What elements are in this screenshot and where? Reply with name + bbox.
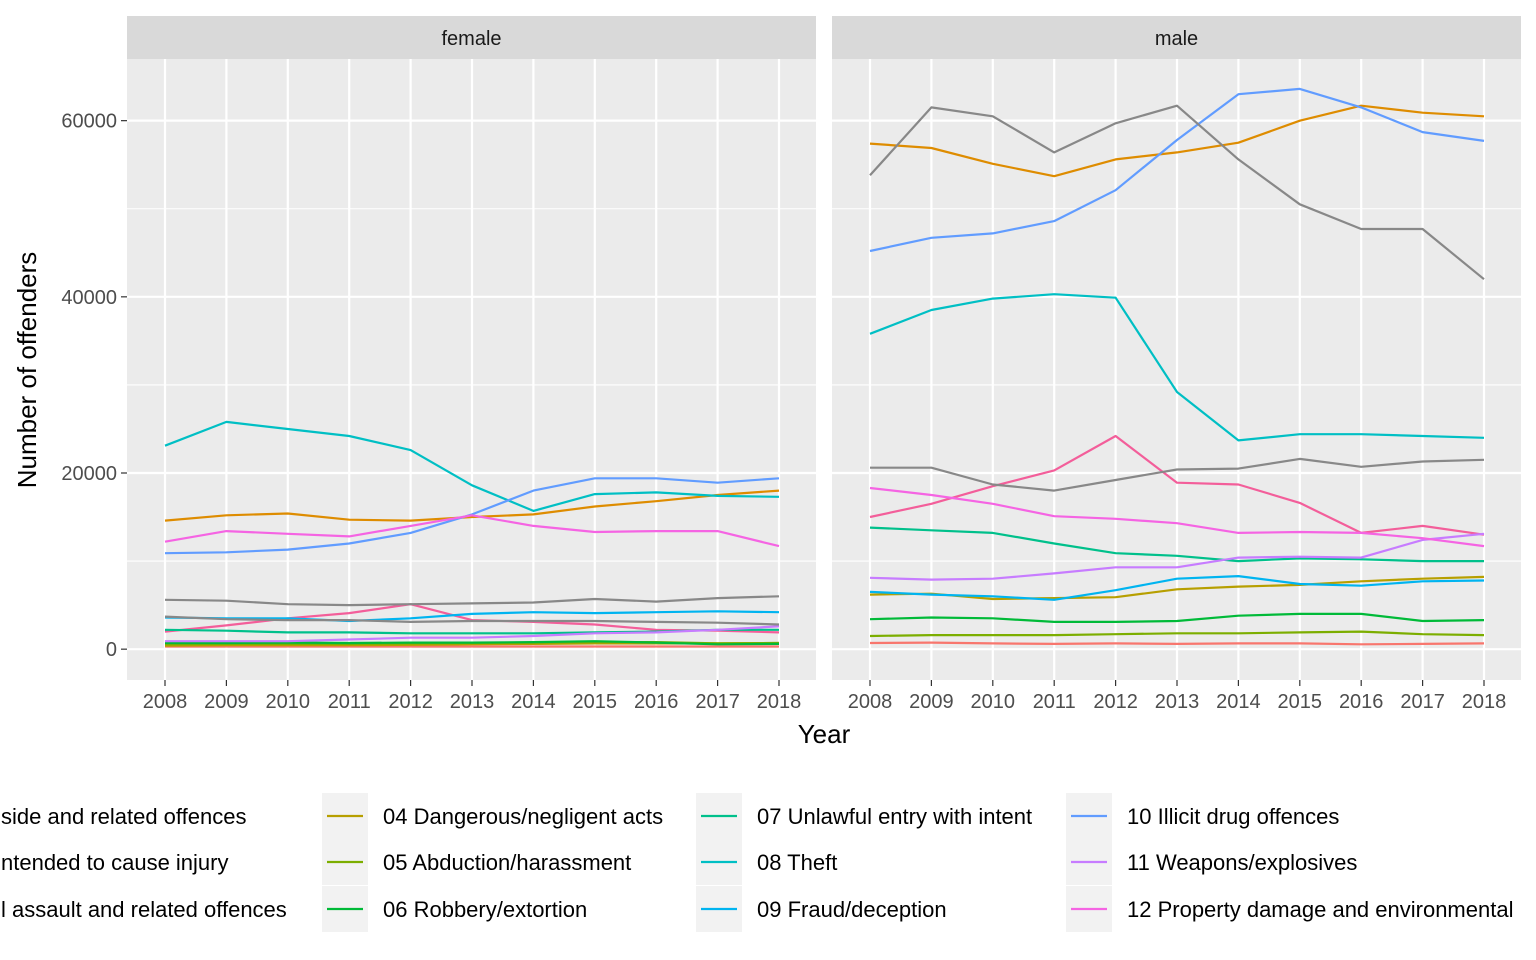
- series-line-12: [164, 514, 780, 548]
- facet-label-male: male: [1155, 28, 1198, 50]
- series-line-6: [869, 612, 1485, 624]
- series-line-11: [869, 532, 1485, 581]
- x-tick-label: 2008: [143, 691, 188, 713]
- legend-label: 08 Theft: [757, 850, 837, 875]
- x-tick-label: 2012: [388, 691, 433, 713]
- x-tick-label: 2017: [1400, 691, 1445, 713]
- y-axis-title: Number of offenders: [12, 252, 42, 489]
- legend-label: 10 Illicit drug offences: [1127, 804, 1339, 829]
- series-line-8: [164, 420, 780, 512]
- legend-label: 12 Property damage and environmental: [1127, 897, 1513, 922]
- legend-label: side and related offences: [1, 804, 246, 829]
- series-line-3: [164, 489, 780, 522]
- y-tick-label: 40000: [61, 287, 117, 309]
- x-axis-male: 2008 2009 2010 2011 2012 2013 2014 2015 2016 2017…: [848, 680, 1507, 713]
- x-tick-label: 2015: [1278, 691, 1323, 713]
- x-tick-label: 2009: [204, 691, 249, 713]
- y-tick-label: 60000: [61, 111, 117, 133]
- series-line-10: [869, 87, 1485, 253]
- series-line-13: [869, 104, 1485, 281]
- y-tick-label: 20000: [61, 463, 117, 485]
- x-tick-label: 2015: [573, 691, 618, 713]
- series-line-11: [165, 625, 780, 643]
- series-line-14: [870, 457, 1485, 492]
- x-tick-label: 2008: [848, 691, 893, 713]
- legend-label: 04 Dangerous/negligent acts: [383, 804, 663, 829]
- x-tick-label: 2017: [695, 691, 740, 713]
- series-line-7: [869, 526, 1484, 563]
- x-axis-female: 2008 2009 2010 2011 2012 2013 2014 2015 2016 2017…: [143, 680, 802, 713]
- series-line-12: [869, 486, 1485, 548]
- series-line-6: [165, 640, 780, 646]
- series-line-9: [164, 610, 780, 623]
- series-line-13: [164, 615, 780, 626]
- x-axis-title: Year: [798, 719, 851, 749]
- x-tick-label: 2009: [909, 691, 954, 713]
- x-tick-label: 2010: [266, 691, 311, 713]
- series-line-4: [869, 575, 1485, 601]
- legend-label: 05 Abduction/harassment: [383, 850, 631, 875]
- x-tick-label: 2016: [1339, 691, 1384, 713]
- facet-label-female: female: [441, 28, 501, 50]
- panel-female: [127, 59, 816, 680]
- x-tick-label: 2011: [1033, 691, 1076, 713]
- facet-strip-female: [127, 16, 816, 59]
- legend-label: 09 Fraud/deception: [757, 897, 947, 922]
- facet-strip-male: [832, 16, 1521, 59]
- series-line-8: [869, 293, 1485, 442]
- series-line-14: [164, 595, 780, 607]
- x-tick-label: 2018: [757, 691, 802, 713]
- x-tick-label: 2013: [1155, 691, 1200, 713]
- legend-label: 11 Weapons/explosives: [1127, 850, 1357, 875]
- x-tick-label: 2014: [511, 691, 556, 713]
- series-line-9: [869, 574, 1485, 601]
- y-axis: 0 20000 40000 60000: [61, 111, 127, 661]
- x-tick-label: 2012: [1093, 691, 1138, 713]
- x-tick-label: 2011: [328, 691, 371, 713]
- x-tick-label: 2018: [1462, 691, 1507, 713]
- x-tick-label: 2016: [634, 691, 679, 713]
- y-tick-label: 0: [106, 639, 117, 661]
- legend-label: l assault and related offences: [1, 897, 287, 922]
- series-line-2: [869, 434, 1485, 536]
- series-line-5: [869, 630, 1485, 638]
- legend: side and related offences ntended to caus…: [1, 793, 1513, 932]
- legend-label: ntended to cause injury: [1, 850, 229, 875]
- x-tick-label: 2013: [450, 691, 495, 713]
- x-tick-label: 2010: [971, 691, 1016, 713]
- series-line-1: [869, 641, 1485, 646]
- legend-label: 07 Unlawful entry with intent: [757, 804, 1032, 829]
- panel-male: [832, 59, 1521, 680]
- legend-label: 06 Robbery/extortion: [383, 897, 587, 922]
- x-tick-label: 2014: [1216, 691, 1261, 713]
- series-line-3: [869, 104, 1485, 178]
